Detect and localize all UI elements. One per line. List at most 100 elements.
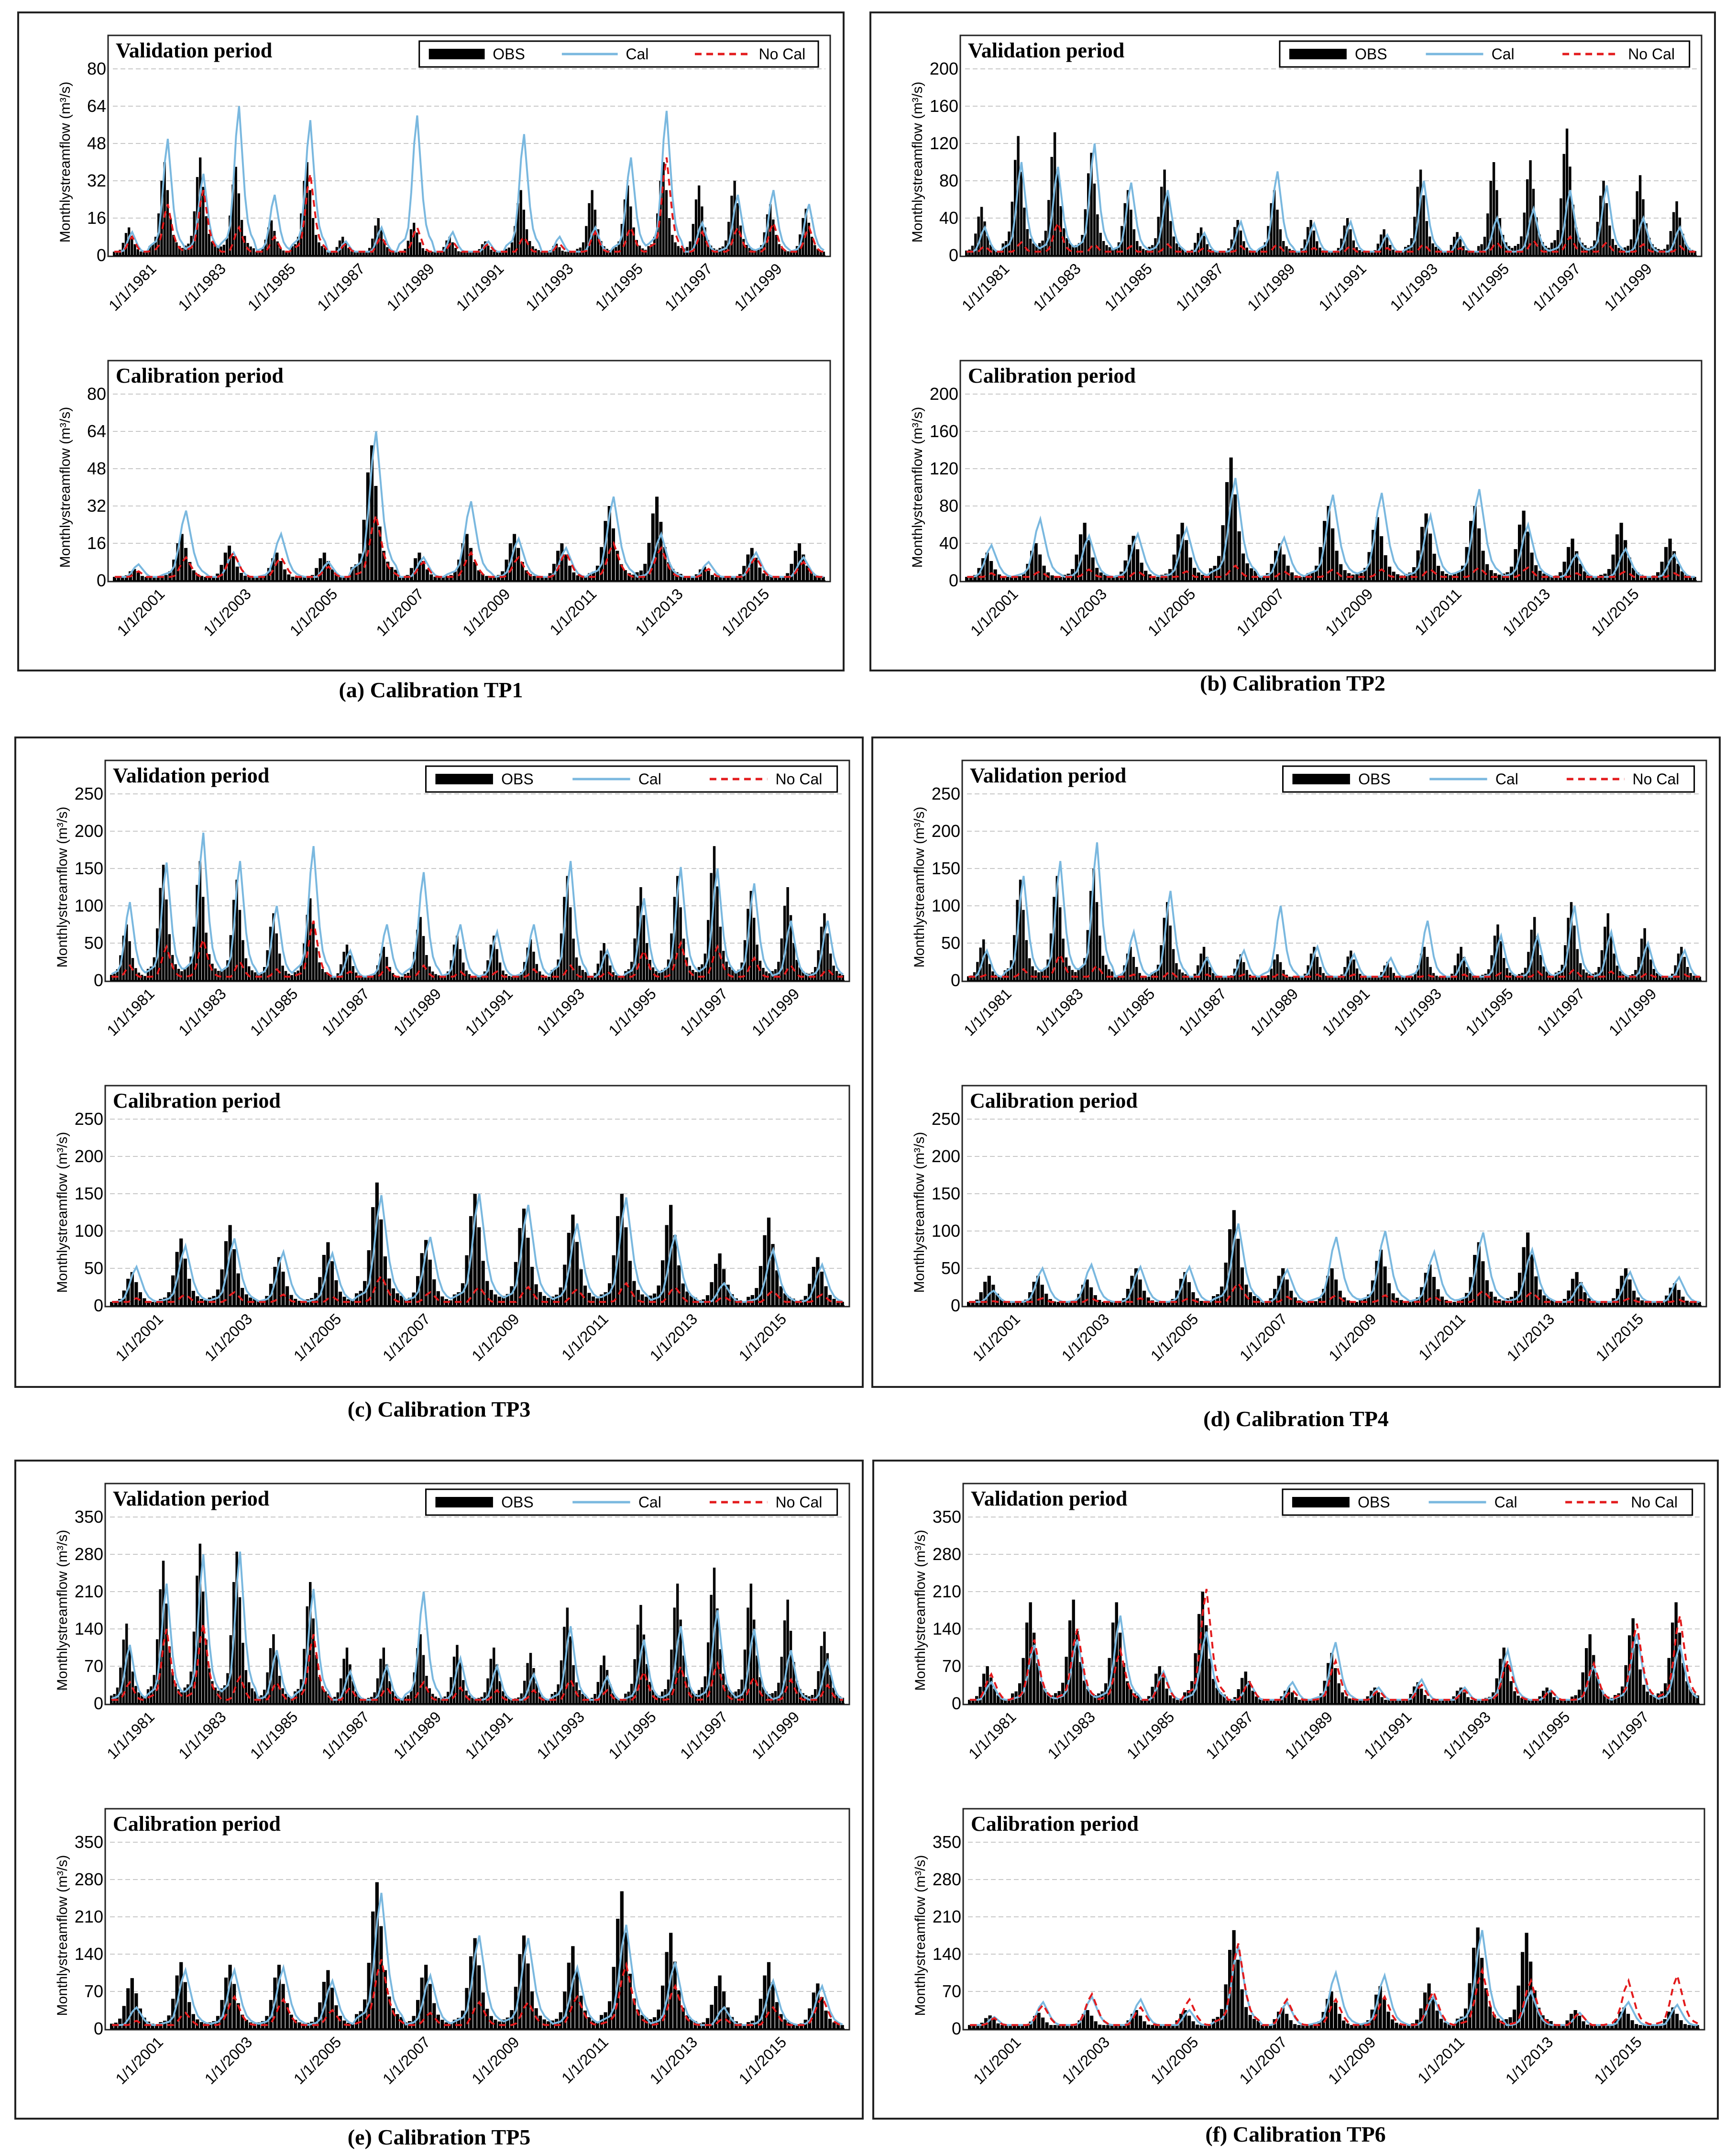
panel-f-validation-obs-bar <box>1140 1700 1143 1704</box>
panel-b-validation-obs-bar <box>1218 252 1221 255</box>
panel-b-calibration-obs-bar <box>1489 570 1493 581</box>
panel-b-validation-obs-bar <box>1691 250 1693 255</box>
panel-c-calibration-obs-bar <box>547 1297 550 1306</box>
panel-a-validation-obs-bar <box>380 229 383 255</box>
panel-d-validation-obs-bar <box>1199 953 1202 980</box>
panel-c-calibration-obs-bar <box>297 1300 301 1306</box>
panel-c-calibration-obs-bar <box>505 1294 509 1306</box>
panel-e-calibration-obs-bar <box>294 2020 297 2029</box>
panel-d-validation-obs-bar <box>1374 977 1377 980</box>
panel-d-validation-ytick-label: 100 <box>932 896 960 915</box>
panel-b-validation-obs-bar <box>977 216 980 255</box>
panel-e-validation-obs-bar <box>511 1699 514 1704</box>
panel-e-validation-obs-bar <box>593 1693 596 1704</box>
panel-b-validation-obs-bar <box>1066 238 1068 255</box>
panel-d-validation-obs-bar <box>1545 971 1549 980</box>
panel-d-validation-obs-bar <box>1652 968 1656 980</box>
panel-b-calibration-obs-bar <box>1323 521 1327 581</box>
panel-b-validation-obs-bar <box>1239 231 1242 255</box>
panel-a-validation-obs-bar <box>133 244 136 255</box>
panel-d-calibration-obs-bar <box>1000 1299 1003 1306</box>
panel-a-calibration-obs-bar <box>714 577 718 581</box>
panel-d-validation-obs-bar <box>1273 959 1276 980</box>
panel-c-validation-obs-bar <box>376 965 379 980</box>
panel-a-calibration-obs-bar <box>774 577 778 581</box>
panel-b-calibration-obs-bar <box>1294 575 1298 581</box>
panel-d-calibration-obs-bar <box>1624 1268 1628 1306</box>
panel-d-validation-obs-bar <box>1154 971 1156 980</box>
panel-a-validation-obs-bar <box>451 242 454 255</box>
panel-e-calibration-obs-bar <box>163 2021 167 2029</box>
panel-f-calibration-obs-bar <box>1451 2025 1455 2029</box>
panel-d-calibration-xtick-label: 1/1/2005 <box>1147 1310 1202 1364</box>
panel-d-calibration-obs-bar <box>1264 1301 1269 1306</box>
panel-d-calibration-obs-bar <box>1040 1285 1044 1306</box>
panel-e-calibration-obs-bar <box>220 2000 224 2029</box>
panel-c-validation-obs-bar <box>707 920 710 980</box>
panel-a-validation-obs-bar <box>323 248 327 255</box>
panel-f-calibration-xtick-label: 1/1/2011 <box>1414 2033 1468 2087</box>
panel-b-validation-xtick-label: 1/1/1987 <box>1173 260 1227 314</box>
panel-f-calibration-obs-bar <box>1134 2010 1138 2029</box>
panel-e-validation-obs-bar <box>817 1671 820 1704</box>
panel-c-calibration-obs-bar <box>294 1298 297 1306</box>
panel-e-calibration-obs-bar <box>571 1946 575 2029</box>
panel-c-validation-obs-bar <box>480 975 483 980</box>
panel-e-validation-obs-bar <box>122 1639 125 1704</box>
panel-b-calibration-xtick-label: 1/1/2013 <box>1499 585 1554 639</box>
panel-c-validation-obs-bar <box>447 971 450 980</box>
panel-a-validation-obs-bar <box>353 252 356 255</box>
panel-e-calibration-obs-bar <box>828 2019 832 2029</box>
panel-b-calibration-obs-bar <box>1010 577 1013 581</box>
panel-b-calibration-obs-bar <box>1607 569 1611 581</box>
panel-d-validation-legend <box>1282 765 1695 793</box>
panel-b-validation-obs-bar <box>1206 244 1209 255</box>
panel-a-validation-obs-bar <box>822 252 825 255</box>
panel-b-calibration-obs-bar <box>989 561 993 581</box>
panel-f-calibration-obs-bar <box>1082 2013 1086 2029</box>
panel-f-validation-obs-bar <box>1402 1700 1405 1704</box>
panel-c-calibration-title: Calibration period <box>113 1089 281 1112</box>
panel-d-validation-ytick-label: 50 <box>941 933 960 953</box>
panel-c-calibration-obs-bar <box>110 1302 114 1306</box>
panel-c-validation-xtick-label: 1/1/1981 <box>103 985 158 1039</box>
panel-f-calibration-obs-bar <box>1606 2025 1610 2029</box>
panel-e-calibration-obs-bar <box>118 2018 122 2029</box>
panel-f-calibration-obs-bar <box>1114 2025 1118 2029</box>
panel-b-validation-obs-bar <box>1629 239 1633 255</box>
panel-e-validation-ytick-label: 0 <box>94 1693 103 1713</box>
panel-a-calibration-ylabel: Monthlystreamflow (m³/s) <box>57 407 73 568</box>
panel-d-calibration-obs-bar <box>1203 1302 1208 1306</box>
panel-d-calibration-obs-bar <box>1326 1275 1330 1306</box>
panel-e-calibration-obs-bar <box>579 1995 583 2029</box>
panel-d-validation-obs-bar <box>1288 977 1291 980</box>
panel-b-calibration-obs-bar <box>1567 547 1571 581</box>
panel-c-calibration-xtick-label: 1/1/2001 <box>112 1310 167 1364</box>
panel-c-validation-obs-bar <box>235 880 238 980</box>
panel-a-calibration-obs-bar <box>770 577 774 581</box>
panel-f-validation-obs-bar <box>1212 1679 1215 1704</box>
panel-d-calibration-obs-bar <box>1387 1283 1391 1306</box>
panel-c-validation-obs-bar <box>419 917 422 980</box>
panel-f-validation-ytick-label: 350 <box>933 1507 961 1527</box>
panel-c-calibration-obs-bar <box>457 1292 461 1306</box>
panel-d-validation-obs-bar <box>1405 977 1407 980</box>
panel-f-validation-obs-bar <box>1079 1662 1082 1704</box>
panel-b-validation-obs-bar <box>1358 250 1361 255</box>
panel-b-validation-obs-bar <box>1145 250 1148 255</box>
panel-c-validation-obs-bar <box>437 975 440 980</box>
panel-a-validation-obs-bar <box>386 247 389 255</box>
panel-a-validation-obs-bar <box>510 242 514 255</box>
panel-b-calibration-obs-bar <box>1242 553 1245 581</box>
panel-b-validation-obs-bar <box>1486 213 1489 255</box>
panel-b-validation-obs-bar <box>1328 252 1331 255</box>
panel-d-validation-obs-bar <box>1668 976 1671 980</box>
panel-b-validation-obs-bar <box>1638 175 1642 255</box>
panel-c-calibration-obs-bar <box>232 1249 236 1306</box>
panel-a-validation-obs-bar <box>463 252 466 255</box>
panel-d-calibration-ytick-label: 200 <box>932 1146 960 1166</box>
panel-a-calibration-obs-bar <box>247 577 251 581</box>
panel-e-calibration-obs-bar <box>449 2023 452 2029</box>
panel-e-calibration-obs-bar <box>367 1963 371 2029</box>
panel-d-calibration-obs-bar <box>1604 1302 1607 1306</box>
